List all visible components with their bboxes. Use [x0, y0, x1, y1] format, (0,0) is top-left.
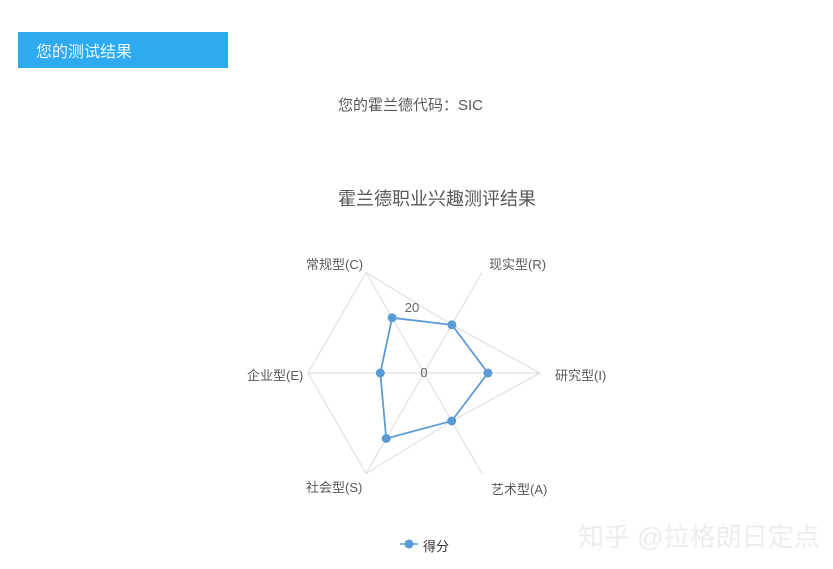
- svg-text:20: 20: [405, 300, 419, 315]
- svg-text:0: 0: [420, 365, 427, 380]
